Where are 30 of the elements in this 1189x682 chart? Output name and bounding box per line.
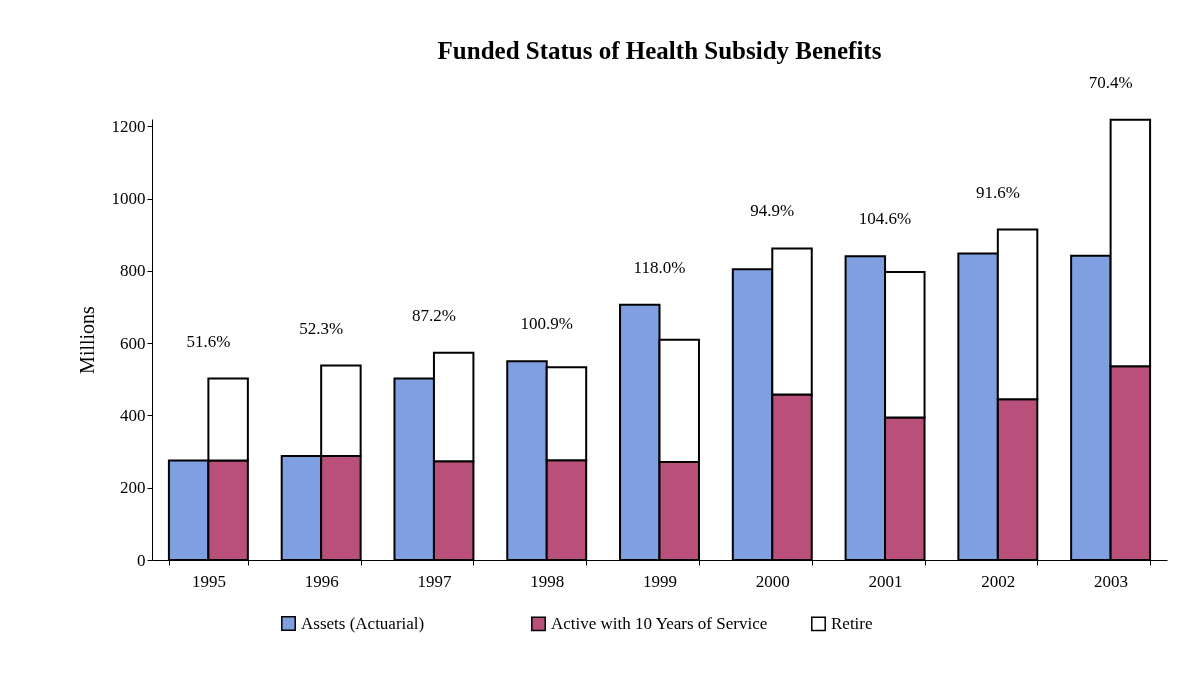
annotation: 52.3% xyxy=(299,318,344,338)
annotation: 118.0% xyxy=(633,257,686,277)
annotation: 94.9% xyxy=(750,201,795,221)
x-tick-label: 2000 xyxy=(755,571,790,591)
annotation: 51.6% xyxy=(186,331,231,351)
x-tick-label: 1999 xyxy=(643,571,677,591)
annotation: 100.9% xyxy=(520,314,573,334)
annotation: 104.6% xyxy=(858,209,912,229)
y-tick-label: 1200 xyxy=(111,116,146,136)
chart-title: Funded Status of Health Subsidy Benefits xyxy=(437,36,882,64)
legend-label: Retire xyxy=(831,613,873,633)
legend-label: Active with 10 Years of Service xyxy=(551,613,768,633)
y-axis-title: Millions xyxy=(75,305,98,374)
annotation: 87.2% xyxy=(411,305,456,325)
x-tick-label: 2003 xyxy=(1094,571,1129,591)
annotation: 91.6% xyxy=(975,182,1020,202)
legend-label: Assets (Actuarial) xyxy=(301,613,425,633)
x-tick-label: 1996 xyxy=(304,571,339,591)
y-tick-label: 200 xyxy=(120,478,146,498)
x-tick-label: 1995 xyxy=(191,571,226,591)
x-tick-label: 2002 xyxy=(981,571,1016,591)
text: 70.4% xyxy=(1088,72,1133,92)
x-tick-label: 1998 xyxy=(530,571,565,591)
y-tick-label: 800 xyxy=(120,261,146,281)
y-tick-label: 0 xyxy=(137,550,146,570)
y-tick-label: 1000 xyxy=(111,189,146,209)
x-tick-label: 2001 xyxy=(868,571,903,591)
x-tick-label: 1997 xyxy=(417,571,452,591)
y-tick-label: 600 xyxy=(120,333,146,353)
y-tick-label: 400 xyxy=(120,405,146,425)
